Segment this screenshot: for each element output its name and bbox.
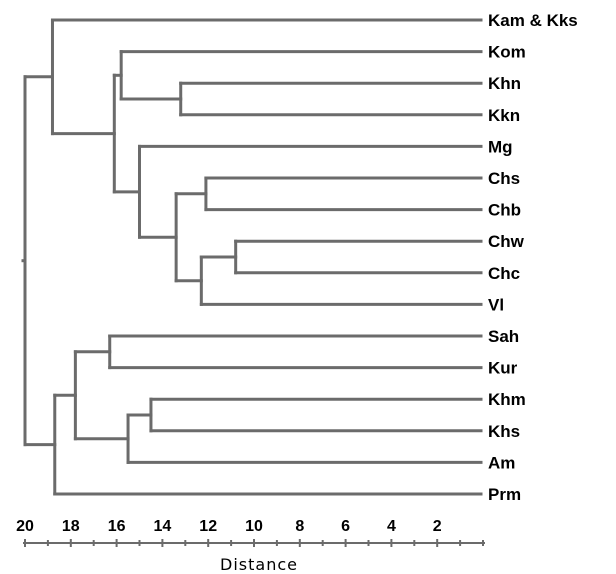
leaf-label: Khm xyxy=(488,390,526,409)
leaf-label: Sah xyxy=(488,327,519,346)
leaf-label: Chc xyxy=(488,264,520,283)
x-tick-label: 12 xyxy=(199,518,217,535)
leaf-label: Mg xyxy=(488,137,513,156)
leaf-label: Kam & Kks xyxy=(488,11,578,30)
x-tick-label: 14 xyxy=(154,518,172,535)
x-tick-label: 2 xyxy=(433,518,442,535)
dendrogram-links xyxy=(21,18,483,496)
x-tick-label: 8 xyxy=(295,518,304,535)
leaf-label: Chw xyxy=(488,232,525,251)
x-tick-label: 6 xyxy=(341,518,350,535)
leaf-label: Kom xyxy=(488,43,526,62)
leaf-label: Vl xyxy=(488,295,504,314)
x-tick-label: 18 xyxy=(62,518,80,535)
leaf-label: Am xyxy=(488,453,515,472)
leaf-label: Khs xyxy=(488,422,520,441)
leaf-labels: Kam & Kks Kom Khn Kkn Mg Chs Chb Chw Chc Vl Sah Kur… xyxy=(488,11,578,504)
leaf-label: Chb xyxy=(488,201,521,220)
leaf-label: Chs xyxy=(488,169,520,188)
x-tick-label: 16 xyxy=(108,518,126,535)
x-axis-title: Distance xyxy=(220,555,298,574)
x-tick-label: 10 xyxy=(245,518,263,535)
leaf-label: Khn xyxy=(488,74,521,93)
x-axis: 20 18 16 14 12 10 8 6 4 2 Distance xyxy=(16,518,485,574)
leaf-label: Kkn xyxy=(488,106,520,125)
x-tick-label: 4 xyxy=(387,518,396,535)
x-tick-label: 20 xyxy=(16,518,34,535)
leaf-label: Prm xyxy=(488,485,521,504)
leaf-label: Kur xyxy=(488,359,518,378)
